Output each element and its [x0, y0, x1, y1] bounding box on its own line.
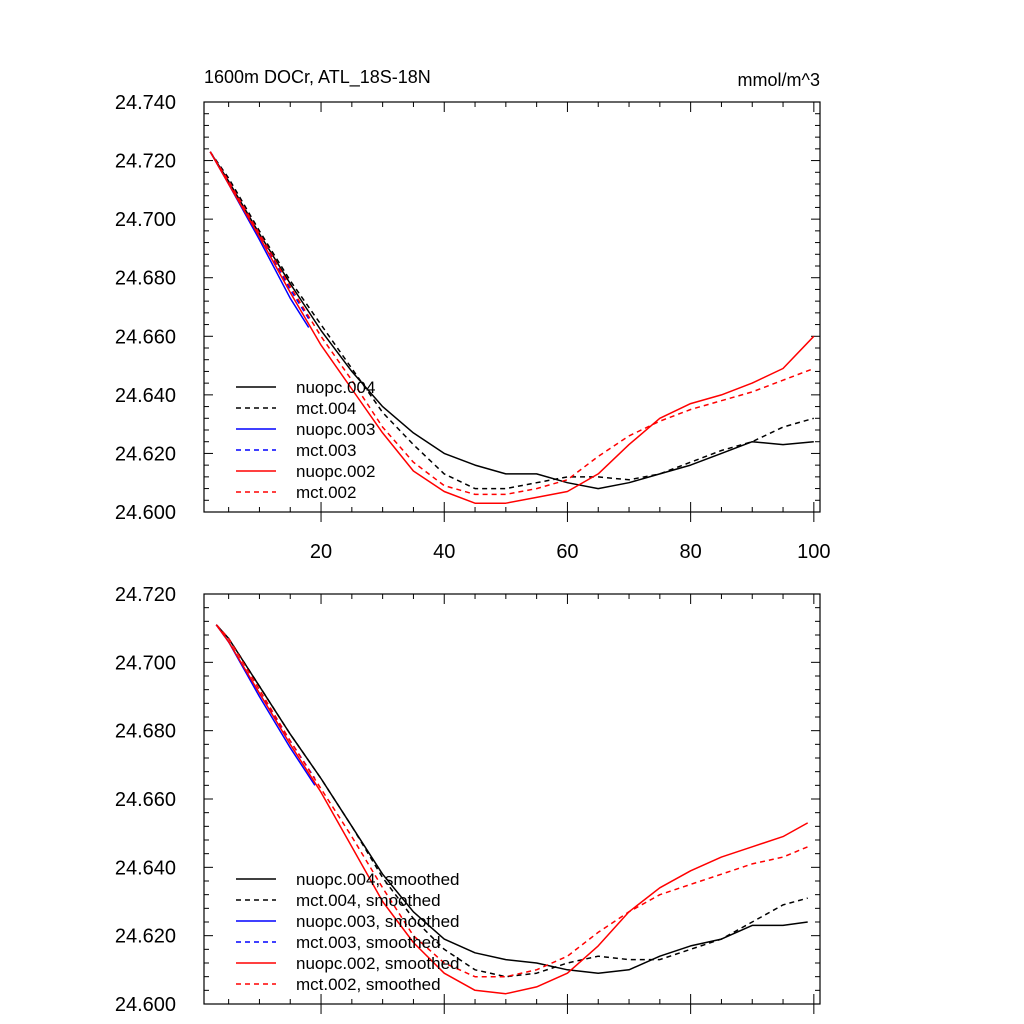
legend-label: mct.002, smoothed: [296, 975, 441, 994]
plot-frame: [203, 101, 821, 513]
y-tick-label: 24.600: [115, 994, 176, 1016]
legend-label: nuopc.002, smoothed: [296, 954, 460, 973]
y-tick-label: 24.720: [115, 584, 176, 606]
x-tick-label: 80: [680, 541, 702, 563]
series-line: [215, 624, 316, 786]
legend-label: nuopc.004, smoothed: [296, 870, 460, 889]
series-line: [215, 624, 808, 974]
legend-label: mct.003, smoothed: [296, 933, 441, 952]
y-tick-label: 24.640: [115, 385, 176, 407]
legend-label: nuopc.003, smoothed: [296, 912, 460, 931]
series-line: [209, 151, 814, 490]
y-tick-label: 24.720: [115, 151, 176, 173]
x-tick-label: 100: [797, 541, 830, 563]
x-tick-label: 20: [310, 541, 332, 563]
series-line: [215, 624, 808, 978]
x-tick-label: 60: [556, 541, 578, 563]
legend-label: mct.002: [296, 483, 356, 502]
legend-label: nuopc.003: [296, 420, 375, 439]
y-tick-label: 24.700: [115, 209, 176, 231]
legend-label: mct.004: [296, 399, 356, 418]
series-line: [209, 151, 815, 490]
y-tick-label: 24.700: [115, 652, 176, 674]
legend: nuopc.004, smoothed mct.004, smoothed nuop…: [236, 870, 460, 994]
series-line: [209, 151, 815, 504]
y-tick-label: 24.660: [115, 789, 176, 811]
chart-panel-bottom: 24.720 24.700 24.680 24.660 24.640 24.620 24.6…: [115, 584, 821, 1016]
series-line: [215, 624, 809, 995]
legend-label: mct.004, smoothed: [296, 891, 441, 910]
x-tick-label: 40: [433, 541, 455, 563]
legend-label: nuopc.004: [296, 378, 375, 397]
y-tick-label: 24.660: [115, 326, 176, 348]
y-tick-label: 24.680: [115, 268, 176, 290]
legend-label: mct.003: [296, 441, 356, 460]
y-tick-label: 24.600: [115, 502, 176, 524]
legend: nuopc.004 mct.004 nuopc.003 mct.003 nuopc.00…: [236, 378, 375, 502]
units-label: mmol/m^3: [738, 70, 820, 90]
legend-label: nuopc.002: [296, 462, 375, 481]
y-tick-label: 24.620: [115, 926, 176, 948]
y-tick-label: 24.640: [115, 857, 176, 879]
chart-panel-top: 1600m DOCr, ATL_18S-18N mmol/m^3 24.740 2…: [115, 67, 831, 563]
y-tick-label: 24.620: [115, 443, 176, 465]
y-tick-label: 24.680: [115, 721, 176, 743]
series-line: [215, 624, 808, 978]
chart-title: 1600m DOCr, ATL_18S-18N: [204, 67, 431, 88]
y-tick-label: 24.740: [115, 92, 176, 114]
